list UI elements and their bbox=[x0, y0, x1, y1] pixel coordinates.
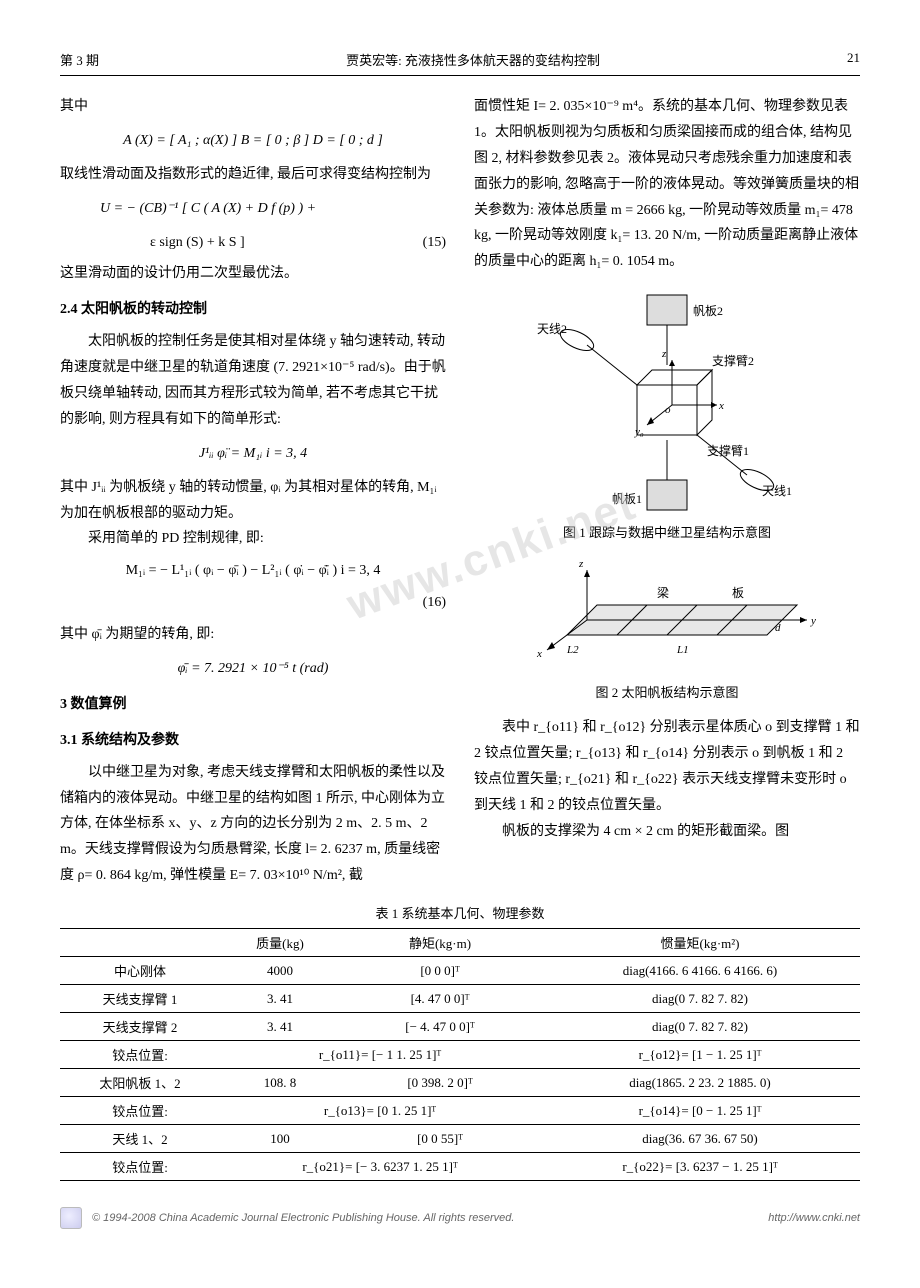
figure-1: x z y₀ o 帆板2 帆板1 天线2 天线1 支撑臂1 支撑臂2 图 1 跟… bbox=[474, 285, 860, 545]
table-header: 质量(kg) bbox=[220, 929, 340, 957]
footer-url: http://www.cnki.net bbox=[768, 1212, 860, 1224]
cnki-logo-icon bbox=[60, 1207, 82, 1229]
paragraph: 其中 J¹ᵢᵢ 为帆板绕 y 轴的转动惯量, φᵢ 为其相对星体的转角, M₁ᵢ… bbox=[60, 475, 446, 527]
table-1: 表 1 系统基本几何、物理参数 质量(kg) 静矩(kg·m) 惯量矩(kg·m… bbox=[60, 903, 860, 1181]
right-column: 面惯性矩 I= 2. 035×10⁻⁹ m⁴。系统的基本几何、物理参数见表 1。… bbox=[474, 94, 860, 889]
heading-3-1: 3.1 系统结构及参数 bbox=[60, 728, 446, 754]
heading-3: 3 数值算例 bbox=[60, 692, 446, 718]
paragraph: 表中 r_{o11} 和 r_{o12} 分别表示星体质心 o 到支撑臂 1 和… bbox=[474, 715, 860, 819]
equation-15-line1: U = − (CB)⁻¹ [ C ( A (X) + D f (p) ) + bbox=[60, 196, 446, 222]
fig2-label-ban: 板 bbox=[732, 586, 744, 600]
left-column: 其中 A (X) = [ A₁ ; α(X) ] B = [ 0 ; β ] D… bbox=[60, 94, 446, 889]
paragraph: 帆板的支撑梁为 4 cm × 2 cm 的矩形截面梁。图 bbox=[474, 819, 860, 845]
table-row: 太阳帆板 1、2 108. 8 [0 398. 2 0]ᵀ diag(1865.… bbox=[60, 1069, 860, 1097]
paragraph: 太阳帆板的控制任务是使其相对星体绕 y 轴匀速转动, 转动角速度就是中继卫星的轨… bbox=[60, 329, 446, 433]
header-issue: 第 3 期 bbox=[60, 50, 99, 69]
paragraph: 其中 φ̄ᵢ 为期望的转角, 即: bbox=[60, 622, 446, 648]
equation-number: (15) bbox=[406, 230, 446, 256]
table-row: 天线支撑臂 1 3. 41 [4. 47 0 0]ᵀ diag(0 7. 82 … bbox=[60, 985, 860, 1013]
table-header bbox=[60, 929, 220, 957]
paragraph: 以中继卫星为对象, 考虑天线支撑臂和太阳帆板的柔性以及储箱内的液体晃动。中继卫星… bbox=[60, 760, 446, 889]
svg-text:y₀: y₀ bbox=[634, 426, 644, 438]
table-row: 天线支撑臂 2 3. 41 [− 4. 47 0 0]ᵀ diag(0 7. 8… bbox=[60, 1013, 860, 1041]
table-row-hinge: 铰点位置: r_{o13}= [0 1. 25 1]ᵀ r_{o14}= [0 … bbox=[60, 1097, 860, 1125]
header-page-number: 21 bbox=[847, 50, 860, 69]
svg-text:L1: L1 bbox=[676, 644, 689, 656]
table-header: 静矩(kg·m) bbox=[340, 929, 540, 957]
equation-phi: φ̄ᵢ = 7. 2921 × 10⁻⁵ t (rad) bbox=[60, 656, 446, 682]
paragraph: 面惯性矩 I= 2. 035×10⁻⁹ m⁴。系统的基本几何、物理参数见表 1。… bbox=[474, 94, 860, 275]
table-header: 惯量矩(kg·m²) bbox=[540, 929, 860, 957]
equation-dynamics: J¹ᵢᵢ φ̈ᵢ = M₁ᵢ i = 3, 4 bbox=[60, 441, 446, 467]
paragraph: 其中 bbox=[60, 94, 446, 120]
fig1-label-ant1: 天线1 bbox=[762, 484, 792, 498]
table-row-hinge: 铰点位置: r_{o11}= [− 1 1. 25 1]ᵀ r_{o12}= [… bbox=[60, 1041, 860, 1069]
paragraph: 取线性滑动面及指数形式的趋近律, 最后可求得变结构控制为 bbox=[60, 162, 446, 188]
equation-15-line2: ε sign (S) + k S ] bbox=[60, 230, 406, 256]
table-row: 中心刚体 4000 [0 0 0]ᵀ diag(4166. 6 4166. 6 … bbox=[60, 957, 860, 985]
equation-16: M₁ᵢ = − L¹₁ᵢ ( φᵢ − φ̄ᵢ ) − L²₁ᵢ ( φ̇ᵢ −… bbox=[60, 558, 446, 584]
figure-2: z y x L2 L1 d 梁 板 图 2 太阳帆板结构示意图 bbox=[474, 555, 860, 705]
equation-matrices: A (X) = [ A₁ ; α(X) ] B = [ 0 ; β ] D = … bbox=[60, 128, 446, 154]
fig1-label-arm1: 支撑臂1 bbox=[707, 443, 749, 458]
figure-2-caption: 图 2 太阳帆板结构示意图 bbox=[474, 681, 860, 705]
paragraph: 这里滑动面的设计仍用二次型最优法。 bbox=[60, 261, 446, 287]
table-1-caption: 表 1 系统基本几何、物理参数 bbox=[60, 903, 860, 922]
heading-2-4: 2.4 太阳帆板的转动控制 bbox=[60, 297, 446, 323]
fig1-label-panel2: 帆板2 bbox=[693, 303, 723, 318]
header-title: 贾英宏等: 充液挠性多体航天器的变结构控制 bbox=[346, 50, 600, 69]
page-footer: © 1994-2008 China Academic Journal Elect… bbox=[60, 1207, 860, 1229]
equation-number: (16) bbox=[406, 590, 446, 616]
svg-text:d: d bbox=[775, 622, 781, 634]
page-header: 第 3 期 贾英宏等: 充液挠性多体航天器的变结构控制 21 bbox=[60, 50, 860, 76]
svg-text:z: z bbox=[661, 348, 667, 360]
paragraph: 采用简单的 PD 控制规律, 即: bbox=[60, 526, 446, 552]
svg-text:x: x bbox=[718, 400, 724, 412]
svg-text:y: y bbox=[810, 615, 816, 627]
svg-text:o: o bbox=[665, 404, 671, 416]
fig1-label-panel1: 帆板1 bbox=[612, 491, 642, 506]
fig1-label-ant2: 天线2 bbox=[537, 322, 567, 336]
fig2-label-liang: 梁 bbox=[657, 585, 669, 600]
svg-text:L2: L2 bbox=[566, 644, 579, 656]
fig1-label-arm2: 支撑臂2 bbox=[712, 353, 754, 368]
svg-text:z: z bbox=[578, 558, 584, 570]
figure-1-caption: 图 1 跟踪与数据中继卫星结构示意图 bbox=[474, 521, 860, 545]
table-row: 天线 1、2 100 [0 0 55]ᵀ diag(36. 67 36. 67 … bbox=[60, 1125, 860, 1153]
footer-copyright: © 1994-2008 China Academic Journal Elect… bbox=[92, 1212, 514, 1224]
table-row-hinge: 铰点位置: r_{o21}= [− 3. 6237 1. 25 1]ᵀ r_{o… bbox=[60, 1153, 860, 1181]
svg-text:x: x bbox=[536, 648, 542, 660]
